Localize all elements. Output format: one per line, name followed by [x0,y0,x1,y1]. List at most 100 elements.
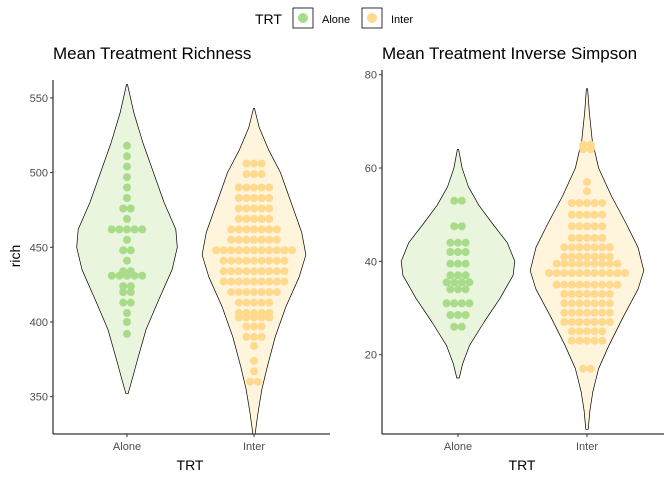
data-point [123,235,131,244]
data-point [257,322,266,331]
data-point [461,248,470,256]
data-point [265,235,274,244]
data-point [465,299,474,308]
data-point [234,183,243,192]
data-point [130,271,139,280]
y-tick-label: 60 [365,163,377,175]
data-point [123,318,131,326]
x-axis-title-richness: TRT [177,457,204,473]
y-axis-title-richness: rich [7,245,23,268]
data-point [575,280,584,289]
data-point [461,271,470,280]
data-point [119,288,128,297]
data-point [567,222,576,231]
data-point [234,235,243,244]
data-point [234,267,243,276]
data-point [598,259,607,268]
data-point [119,298,128,307]
x-tick-label-alone: Alone [113,441,141,453]
data-point [242,225,251,234]
data-point [446,259,455,268]
data-point [583,234,591,242]
data-point [253,377,262,386]
data-point [598,280,607,289]
data-point [454,285,462,294]
data-point [590,336,599,345]
data-point [605,252,614,261]
data-point [227,277,236,286]
data-point [442,278,451,287]
data-point [560,299,569,308]
data-point [123,183,131,192]
data-point [123,141,131,150]
data-point [575,336,584,345]
data-point [598,210,607,219]
data-point [613,280,622,289]
data-point [567,269,576,277]
dots-alone [107,141,147,338]
data-point [567,234,576,242]
data-point [250,170,258,179]
data-point [575,243,584,252]
data-point [272,267,281,276]
data-point [280,277,289,286]
data-point [567,280,576,289]
data-point [242,256,251,265]
data-point [605,259,614,268]
data-point [265,214,274,223]
data-point [598,199,607,207]
chart-title-inverse-simpson: Mean Treatment Inverse Simpson [382,44,637,63]
data-point [579,145,588,154]
data-point [265,194,274,202]
data-point [583,210,591,219]
data-point [583,327,591,336]
data-point [265,288,274,297]
data-point [579,364,588,373]
data-point [567,308,576,317]
data-point [257,332,266,341]
dots-inter [545,140,629,373]
data-point [590,280,599,289]
data-point [590,290,599,298]
data-point [560,318,569,326]
data-point [583,252,591,261]
data-point [605,290,614,298]
data-point [130,225,139,234]
data-point [446,311,455,319]
data-point [560,259,569,268]
data-point [621,269,629,277]
data-point [457,222,466,231]
data-point [265,267,274,276]
data-point [567,243,576,252]
data-point [257,277,266,286]
data-point [552,259,561,268]
data-point [250,159,258,168]
data-point [605,280,614,289]
data-point [450,278,459,287]
data-point [257,298,266,307]
data-point [219,246,228,255]
x-tick-label-inter: Inter [243,441,265,453]
data-point [250,277,258,286]
data-point [598,327,607,336]
data-point [545,269,553,277]
data-point [242,322,251,331]
data-point [242,313,251,322]
x-axis-title-inverse-simpson: TRT [509,457,536,473]
data-point [598,234,607,242]
data-point [250,183,258,192]
data-point [250,214,258,223]
data-point [575,269,584,277]
data-point [605,308,614,317]
data-point [250,367,258,376]
data-point [257,170,266,179]
data-point [219,256,228,265]
data-point [272,277,281,286]
data-point [560,290,569,298]
data-point [257,246,266,255]
data-point [250,341,258,350]
data-point [446,285,455,294]
data-point [234,298,243,307]
data-point [454,248,462,256]
data-point [250,246,258,255]
